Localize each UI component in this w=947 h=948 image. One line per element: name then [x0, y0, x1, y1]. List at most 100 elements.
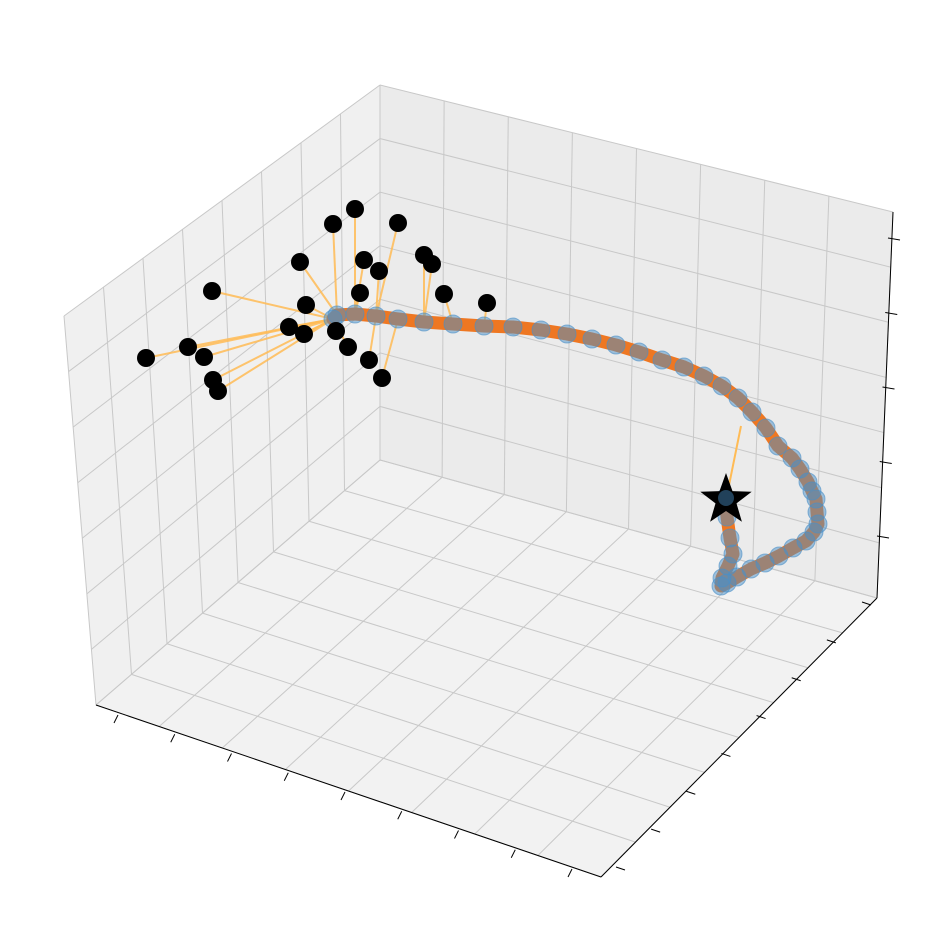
connector-line [217, 318, 334, 392]
observation-point [291, 253, 309, 271]
back-gridline [379, 405, 880, 544]
observation-point [478, 294, 496, 312]
observation-point [324, 215, 342, 233]
y-axis-tick [686, 790, 696, 795]
observation-point [389, 214, 407, 232]
connector-line [203, 318, 334, 358]
y-axis-tick [791, 677, 801, 682]
trajectory-point [503, 317, 523, 337]
observation-point [370, 262, 388, 280]
target-star-marker [700, 473, 752, 522]
floor-gridline [237, 582, 740, 738]
y-axis-tick [721, 752, 731, 757]
trajectory-point [652, 350, 672, 370]
trajectory-point [718, 490, 734, 506]
connector-line [299, 261, 338, 316]
trajectory-point [606, 335, 626, 355]
trajectory-point [768, 436, 788, 456]
left-gridline [142, 258, 168, 644]
observation-point [355, 251, 373, 269]
left-gridline [63, 84, 381, 317]
observation-point [346, 200, 364, 218]
trajectory-point [723, 544, 743, 564]
x-axis-tick [567, 868, 573, 878]
y-axis-tick [615, 866, 626, 871]
x-axis-tick [227, 753, 232, 762]
trajectory-point [345, 304, 365, 324]
back-gridline [379, 191, 889, 323]
trajectory-point [712, 376, 732, 396]
floor-gridline [202, 612, 705, 773]
back-gridline [379, 138, 891, 268]
observation-point [209, 382, 227, 400]
observation-point [280, 318, 298, 336]
x-axis-line [95, 704, 602, 878]
z-axis-tick [887, 237, 901, 241]
back-gridline [752, 180, 766, 564]
left-gridline [86, 352, 381, 595]
floor-gridline [131, 673, 636, 843]
x-axis-tick [340, 791, 346, 801]
trajectory-point [674, 357, 694, 377]
back-pane [380, 85, 893, 598]
observation-point [295, 325, 313, 343]
y-axis-line [600, 597, 878, 878]
trajectory-point [557, 324, 577, 344]
left-gridline [91, 406, 381, 650]
x-axis-tick [113, 714, 119, 724]
x-axis-tick [283, 772, 289, 781]
left-gridline [81, 298, 381, 539]
left-gridline [77, 245, 381, 484]
floor-gridline [344, 490, 843, 634]
trajectory-point [629, 342, 649, 362]
trajectory-point [531, 320, 551, 340]
z-axis-line [876, 211, 894, 599]
observation-point [373, 369, 391, 387]
x-axis-tick [170, 734, 176, 743]
connector-line [211, 290, 334, 320]
z-axis-tick [879, 461, 892, 464]
left-gridline [95, 459, 381, 706]
floor-pane [96, 460, 877, 877]
observation-point [179, 338, 197, 356]
back-gridline [379, 459, 878, 599]
trajectory-point [582, 329, 602, 349]
y-axis-tick [756, 715, 766, 720]
back-gridline [690, 164, 702, 547]
z-axis-tick [876, 535, 890, 539]
left-gridline [103, 287, 132, 675]
x-axis-tick [510, 849, 516, 858]
z-axis-tick [882, 386, 895, 390]
trajectory-point [474, 316, 494, 336]
y-axis-tick [650, 828, 661, 833]
trajectory-point [728, 388, 748, 408]
trajectory-point [756, 418, 776, 438]
observation-point [137, 349, 155, 367]
trajectory-point [720, 528, 740, 548]
left-gridline [261, 171, 274, 552]
trajectory-point [742, 402, 762, 422]
observation-point [360, 351, 378, 369]
connector-line [332, 223, 338, 316]
floor-gridline [308, 520, 809, 669]
observation-point [327, 322, 345, 340]
left-gridline [63, 315, 97, 706]
x-axis-tick [454, 830, 459, 839]
trajectory-point [443, 314, 463, 334]
floor-gridline [166, 643, 671, 808]
left-gridline [182, 229, 203, 614]
left-gridline [221, 200, 239, 583]
left-gridline [68, 138, 381, 372]
back-gridline [628, 148, 637, 530]
connector-line [381, 318, 399, 379]
observation-point [339, 338, 357, 356]
trajectory-point [388, 309, 408, 329]
trajectory-point [414, 312, 434, 332]
trajectory-point [694, 366, 714, 386]
observation-point [435, 285, 453, 303]
back-gridline [503, 116, 509, 495]
y-axis-tick [861, 601, 872, 606]
trajectory-point [366, 306, 386, 326]
